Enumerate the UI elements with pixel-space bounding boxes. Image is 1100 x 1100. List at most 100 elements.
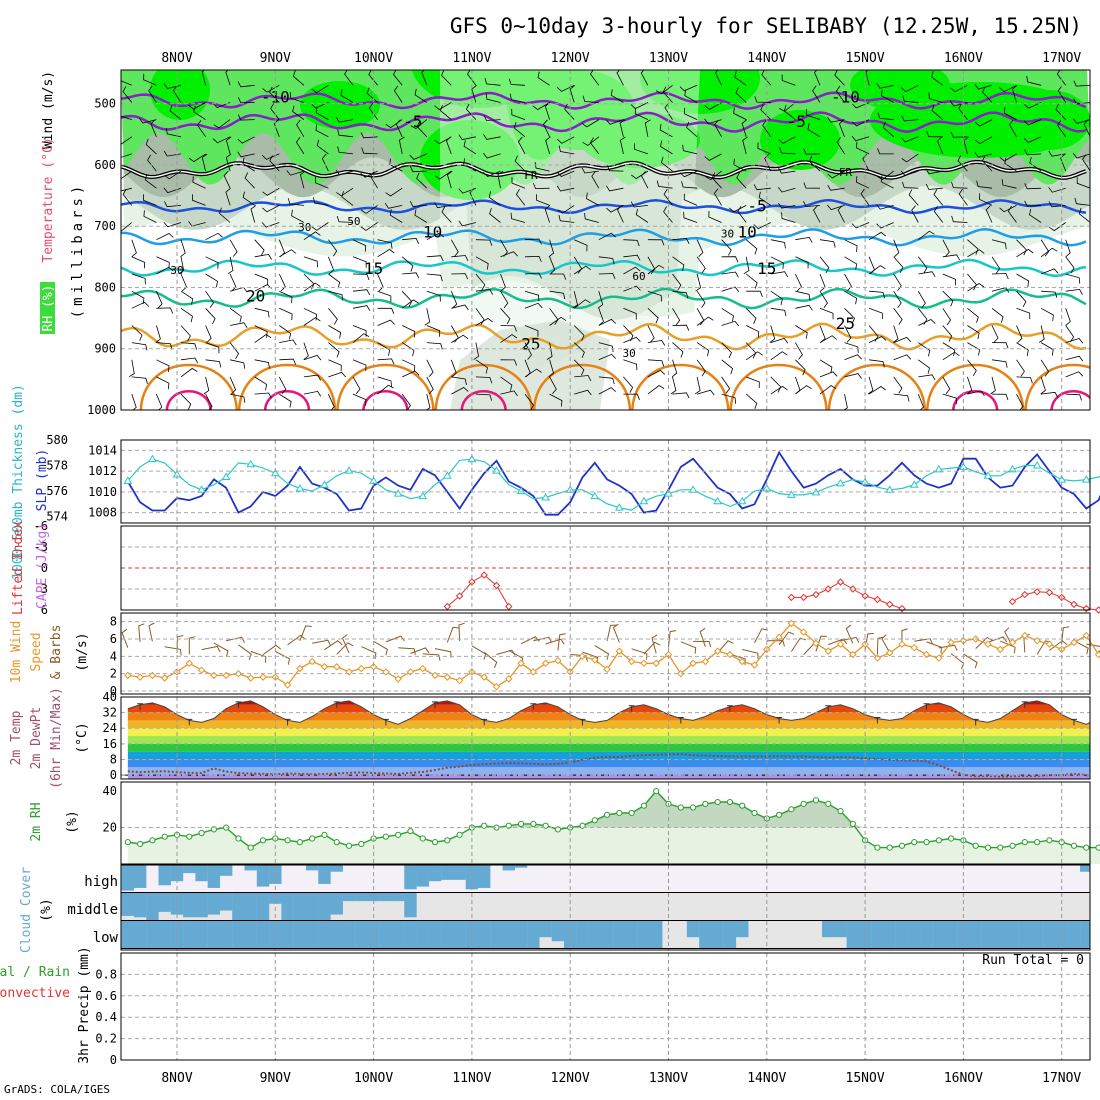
cloud-low-bar [576, 921, 589, 948]
slp-ylabel: SLP (mb) [35, 449, 50, 512]
wind-barb [164, 170, 182, 180]
wind-barb [901, 181, 919, 189]
rh2m-point [395, 831, 402, 838]
wind-barb [708, 210, 722, 223]
temp-band [127, 775, 1090, 779]
cloud-middle-bar [367, 893, 380, 902]
wind10-speed-point [885, 649, 894, 657]
cloud-low-bar [330, 921, 343, 948]
wind-barb [1065, 288, 1083, 295]
panel-frame-rh [120, 781, 1091, 865]
wind-barb [230, 322, 248, 329]
wind-barb [569, 85, 576, 103]
cloud-low-bar [1055, 921, 1068, 948]
rh2m-point [137, 840, 144, 848]
wind-barb [287, 198, 304, 206]
wind10-speed-point [591, 656, 599, 664]
wind-barb [877, 148, 894, 155]
rh2m-point [739, 802, 746, 809]
cloud-low-bar [416, 921, 429, 948]
wind10-barb [693, 640, 712, 648]
contour-label: FR [839, 166, 853, 179]
wind-barb [597, 291, 604, 309]
wind-barb [402, 370, 420, 378]
isotherm-35 [362, 390, 409, 410]
wind-barb [663, 188, 673, 206]
cloud-low-bar [133, 921, 147, 948]
cloud-high-bar [477, 865, 491, 888]
wind-barb [237, 151, 255, 158]
wind-barb [721, 393, 737, 404]
li-point [1070, 600, 1078, 609]
cloud-low-bar [699, 921, 712, 948]
2m-temperature-line [127, 700, 1090, 725]
chart-title: GFS 0~10day 3-hourly for SELIBABY (12.25… [450, 14, 1082, 38]
isotherm-5 [121, 199, 1087, 215]
isotherm-25 [121, 322, 1087, 351]
wind-barb [925, 183, 943, 190]
thickness-point [1008, 464, 1017, 473]
wind-barb [377, 273, 384, 292]
wind-barb [623, 285, 641, 292]
wind10-ylabel-unit: (m/s) [75, 632, 90, 671]
wind-barb [401, 393, 411, 410]
li-point [812, 590, 820, 599]
slp-line [127, 450, 1100, 516]
wind10-barb [612, 623, 620, 643]
wind-barb [262, 205, 280, 213]
grid-layer [121, 70, 1090, 1061]
wind-barb [999, 84, 1017, 93]
isotherm-35 [1050, 390, 1090, 410]
temp-minmax-tick [1021, 701, 1028, 708]
cloud-middle-bar [183, 893, 196, 918]
wind-barb [991, 307, 1004, 323]
wind-barb [795, 304, 813, 311]
rh2m-point [309, 835, 316, 842]
cloud-high-bar [121, 865, 135, 891]
wind-barb [303, 282, 321, 292]
precip-run-total: Run Total = 0 [982, 953, 1084, 968]
cloud-high-bar [514, 865, 528, 868]
rh2m-point [161, 833, 168, 840]
wind-barb [1024, 149, 1042, 156]
wind-barb [770, 239, 786, 249]
cloud-low-bar [490, 921, 503, 948]
wind-barb [1012, 85, 1018, 103]
slp-tick-label: 1008 [88, 506, 117, 520]
wind-barb [696, 316, 714, 326]
wind-barb [942, 254, 960, 261]
date-label-bottom: 15NOV [846, 1071, 885, 1086]
wind-barb [623, 376, 634, 393]
cloud-low-bar [994, 921, 1007, 948]
li-point [1008, 597, 1017, 606]
wind-barb [311, 102, 329, 109]
wind-barb [289, 92, 305, 103]
wind-barb [401, 299, 419, 309]
wind10-speed-point [1045, 640, 1054, 648]
wind-barb [548, 239, 555, 258]
wind-barb [574, 389, 592, 396]
wind10-barb [275, 650, 291, 665]
wind10-speed-point [713, 647, 722, 655]
wind10-speed-point [197, 666, 206, 674]
wind10-speed-point [640, 659, 648, 667]
wind-barb [647, 359, 665, 367]
wind10-speed-point [603, 665, 611, 674]
wind-barb [361, 147, 378, 155]
date-label-top: 11NOV [452, 51, 491, 66]
rh2m-line [127, 790, 1100, 849]
wind10-tick-label: 2 [110, 667, 117, 681]
wind-barb [1065, 308, 1071, 326]
cloud-low-bar [551, 921, 565, 942]
wind-barb [681, 181, 698, 189]
upper-ylabel-temp: Temperature (°C) [41, 137, 56, 262]
cloud-high-bar [158, 865, 171, 886]
wind-barb [721, 359, 734, 375]
wind-barb [544, 205, 551, 223]
rh2m-point [296, 839, 303, 846]
wind-barb [582, 95, 599, 103]
wind10-barb [742, 649, 759, 660]
cloud-low-bar [465, 921, 479, 948]
temp-minmax-tick [137, 703, 144, 710]
isotherm-freezing-inner [121, 161, 1087, 179]
